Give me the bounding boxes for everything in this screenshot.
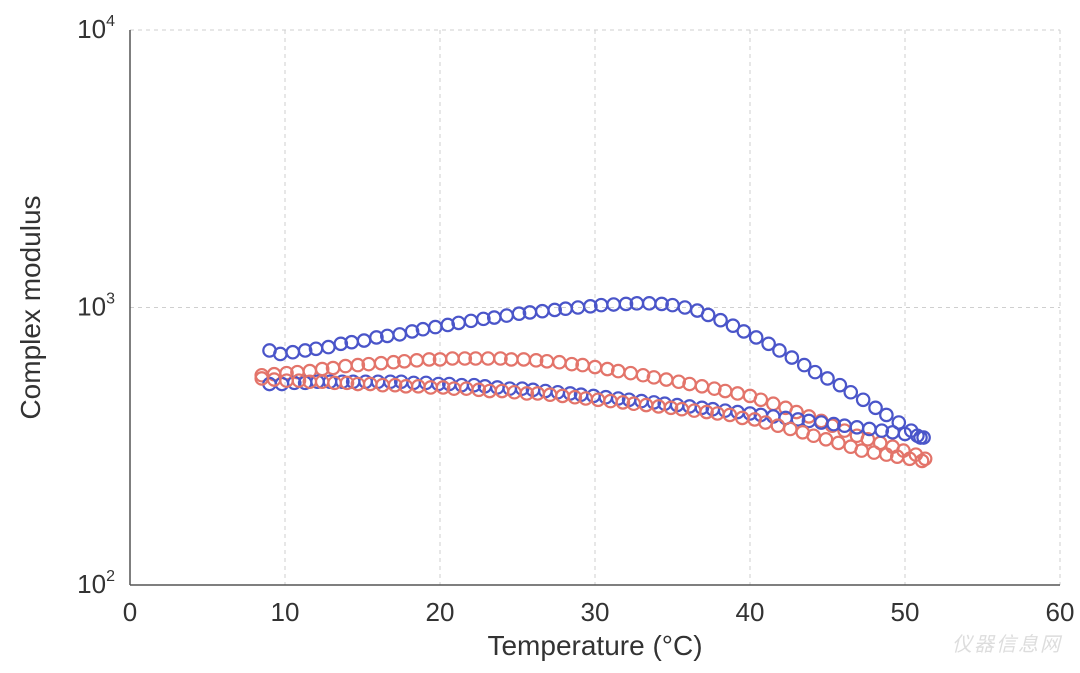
x-tick-label: 30 bbox=[581, 597, 610, 627]
y-axis-label: Complex modulus bbox=[15, 195, 46, 419]
x-tick-label: 0 bbox=[123, 597, 137, 627]
x-tick-label: 60 bbox=[1046, 597, 1075, 627]
modulus-chart: 0102030405060102103104Temperature (°C)Co… bbox=[0, 0, 1080, 673]
x-tick-label: 10 bbox=[271, 597, 300, 627]
chart-container: 0102030405060102103104Temperature (°C)Co… bbox=[0, 0, 1080, 673]
x-tick-label: 40 bbox=[736, 597, 765, 627]
x-tick-label: 50 bbox=[891, 597, 920, 627]
x-axis-label: Temperature (°C) bbox=[487, 630, 702, 661]
x-tick-label: 20 bbox=[426, 597, 455, 627]
